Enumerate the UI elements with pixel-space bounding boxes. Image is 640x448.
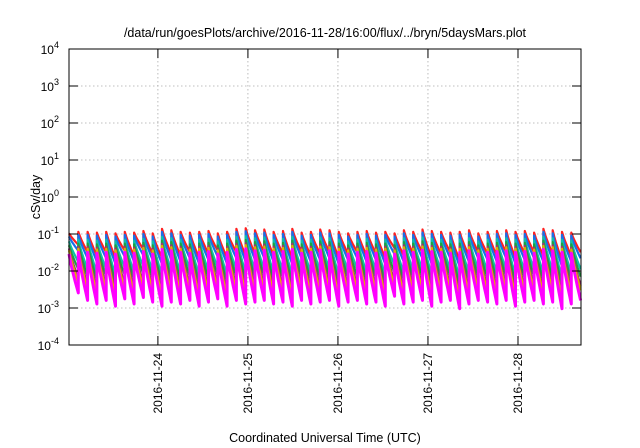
y-tick-label: 10-3: [38, 299, 59, 316]
y-tick-label: 10-4: [38, 336, 59, 353]
y-axis-label: cSv/day: [29, 174, 43, 219]
y-tick-exponent: 1: [54, 151, 59, 161]
y-tick-base: 10: [41, 154, 55, 168]
y-tick-base: 10: [41, 80, 55, 94]
chart-title: /data/run/goesPlots/archive/2016-11-28/1…: [124, 26, 527, 40]
x-tick-label: 2016-11-26: [331, 353, 345, 414]
y-tick-exponent: 3: [54, 77, 59, 87]
y-tick-label: 104: [41, 40, 59, 57]
series-group: [67, 227, 583, 311]
y-tick-label: 10-2: [38, 262, 59, 279]
y-tick-label: 103: [41, 77, 59, 94]
y-tick-base: 10: [41, 191, 55, 205]
y-tick-label: 101: [41, 151, 59, 168]
y-tick-base: 10: [38, 339, 52, 353]
y-tick-exponent: -4: [51, 336, 59, 346]
x-tick-label: 2016-11-27: [421, 353, 435, 414]
y-tick-exponent: -2: [51, 262, 59, 272]
y-tick-exponent: -3: [51, 299, 59, 309]
y-tick-base: 10: [41, 117, 55, 131]
x-tick-label: 2016-11-28: [511, 353, 525, 414]
y-tick-base: 10: [38, 228, 52, 242]
y-tick-exponent: 2: [54, 114, 59, 124]
y-tick-label: 10-1: [38, 225, 59, 242]
ticks: 10410310210110010-110-210-310-42016-11-2…: [38, 40, 581, 414]
y-tick-exponent: 4: [54, 40, 59, 50]
x-tick-label: 2016-11-25: [241, 353, 255, 414]
y-tick-label: 102: [41, 114, 59, 131]
x-tick-label: 2016-11-24: [151, 353, 165, 414]
y-tick-exponent: -1: [51, 225, 59, 235]
y-tick-base: 10: [41, 43, 55, 57]
y-tick-base: 10: [38, 265, 52, 279]
x-axis-label: Coordinated Universal Time (UTC): [229, 431, 421, 445]
y-tick-label: 100: [41, 188, 59, 205]
y-tick-base: 10: [38, 302, 52, 316]
grid: [69, 49, 581, 345]
series-magenta: [67, 247, 583, 311]
y-tick-exponent: 0: [54, 188, 59, 198]
